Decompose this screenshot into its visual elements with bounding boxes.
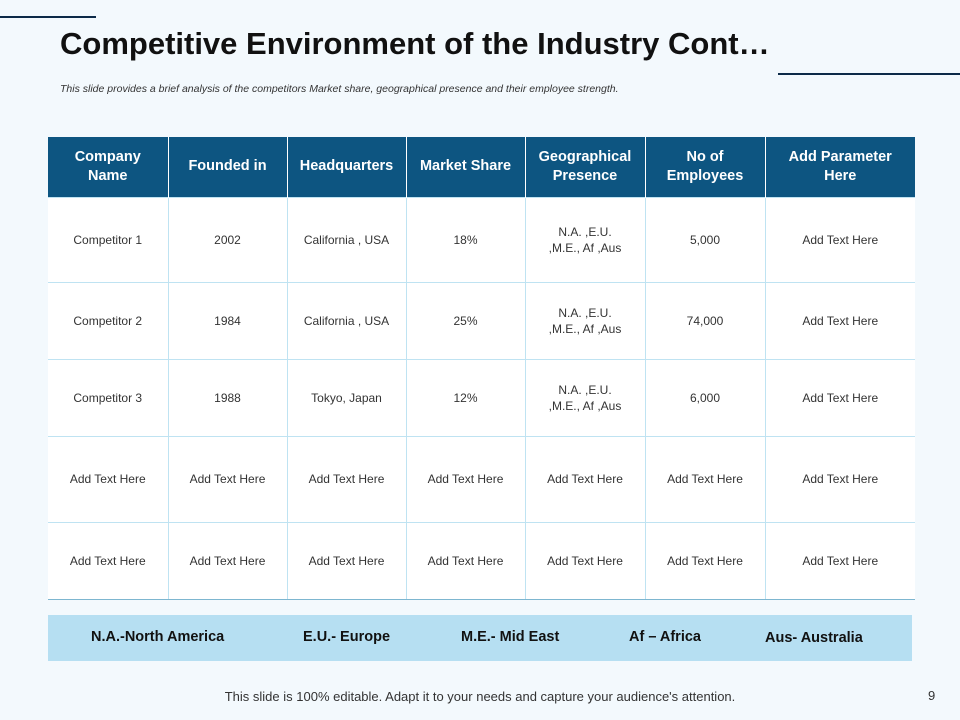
legend-europe: E.U.- Europe xyxy=(303,629,391,645)
table-cell: 6,000 xyxy=(644,358,765,436)
table-cell: N.A. ,E.U. ,M.E., Af ,Aus xyxy=(524,358,645,436)
table-header-row: Company Name Founded in Headquarters Mar… xyxy=(48,137,915,197)
footer-note: This slide is 100% editable. Adapt it to… xyxy=(224,689,736,704)
table-cell: 25% xyxy=(405,281,525,359)
table-cell: Add Text Here xyxy=(644,521,765,600)
table-cell: Add Text Here xyxy=(167,521,287,600)
table-cell: 18% xyxy=(405,196,525,282)
header-company-name: Company Name xyxy=(48,137,168,197)
header-geographical-presence: Geographical Presence xyxy=(524,137,645,197)
legend-australia: Aus- Australia xyxy=(765,630,863,646)
table-cell: Add Text Here xyxy=(644,435,765,522)
decorative-line-right xyxy=(778,73,960,75)
table-cell: 12% xyxy=(405,358,525,436)
header-no-of-employees: No of Employees xyxy=(644,137,765,197)
table-cell: Add Text Here xyxy=(764,521,915,600)
header-founded-in: Founded in xyxy=(167,137,287,197)
page-title: Competitive Environment of the Industry … xyxy=(60,26,770,61)
table-cell: 74,000 xyxy=(644,281,765,359)
table-cell: Competitor 2 xyxy=(48,281,168,359)
decorative-line-top xyxy=(0,16,96,18)
table-cell: 5,000 xyxy=(644,196,765,282)
table-cell: Add Text Here xyxy=(286,435,406,522)
table-cell: Add Text Here xyxy=(286,521,406,600)
table-cell: Add Text Here xyxy=(764,358,915,436)
table-row: Add Text Here Add Text Here Add Text Her… xyxy=(48,521,915,600)
table-cell: N.A. ,E.U. ,M.E., Af ,Aus xyxy=(524,281,645,359)
table-cell: Add Text Here xyxy=(167,435,287,522)
table-cell: 1988 xyxy=(167,358,287,436)
table-row: Add Text Here Add Text Here Add Text Her… xyxy=(48,435,915,522)
table-cell: California , USA xyxy=(286,281,406,359)
table-cell: Competitor 3 xyxy=(48,358,168,436)
table-cell: Tokyo, Japan xyxy=(286,358,406,436)
table-row: Competitor 1 2002 California , USA 18% N… xyxy=(48,196,915,282)
table-cell: Add Text Here xyxy=(764,196,915,282)
legend-north-america: N.A.-North America xyxy=(91,629,225,645)
table-cell: Competitor 1 xyxy=(48,196,168,282)
table-cell: Add Text Here xyxy=(405,521,525,600)
table-cell: Add Text Here xyxy=(764,281,915,359)
table-row: Competitor 3 1988 Tokyo, Japan 12% N.A. … xyxy=(48,358,915,436)
legend-africa: Af – Africa xyxy=(629,629,701,645)
table-cell: Add Text Here xyxy=(405,435,525,522)
header-market-share: Market Share xyxy=(405,137,525,197)
region-legend: N.A.-North America E.U.- Europe M.E.- Mi… xyxy=(48,615,912,661)
table-cell: Add Text Here xyxy=(48,521,168,600)
table-cell: Add Text Here xyxy=(524,521,645,600)
table-cell: Add Text Here xyxy=(764,435,915,522)
table-row: Competitor 2 1984 California , USA 25% N… xyxy=(48,281,915,359)
header-add-parameter: Add Parameter Here xyxy=(764,137,915,197)
table-cell: 1984 xyxy=(167,281,287,359)
legend-mid-east: M.E.- Mid East xyxy=(461,629,560,645)
table-cell: 2002 xyxy=(167,196,287,282)
table-cell: Add Text Here xyxy=(524,435,645,522)
header-headquarters: Headquarters xyxy=(286,137,406,197)
table-cell: N.A. ,E.U. ,M.E., Af ,Aus xyxy=(524,196,645,282)
competitor-table: Company Name Founded in Headquarters Mar… xyxy=(48,137,915,600)
table-cell: Add Text Here xyxy=(48,435,168,522)
page-subtitle: This slide provides a brief analysis of … xyxy=(60,83,619,95)
table-cell: California , USA xyxy=(286,196,406,282)
page-number: 9 xyxy=(928,688,936,703)
